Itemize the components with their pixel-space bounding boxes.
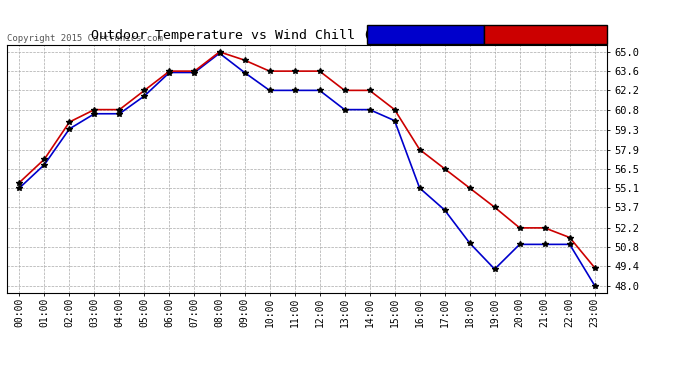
Title: Outdoor Temperature vs Wind Chill (24 Hours)  20151024: Outdoor Temperature vs Wind Chill (24 Ho… — [91, 30, 523, 42]
FancyBboxPatch shape — [484, 25, 607, 44]
Text: Temperature  (°F): Temperature (°F) — [486, 30, 578, 39]
Text: Wind Chill  (°F): Wind Chill (°F) — [369, 30, 455, 39]
FancyBboxPatch shape — [367, 25, 484, 44]
Text: Copyright 2015 Cartronics.com: Copyright 2015 Cartronics.com — [7, 33, 163, 42]
